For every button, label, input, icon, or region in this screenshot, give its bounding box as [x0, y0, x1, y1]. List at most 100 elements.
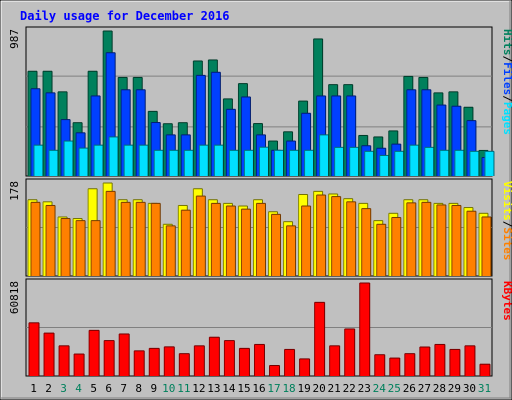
- x-tick-label: 19: [297, 382, 310, 395]
- legend-item: /: [501, 56, 512, 63]
- bar-kbytes-day-31: [479, 363, 491, 376]
- bar-pages-day-22: [349, 146, 360, 176]
- x-tick-label: 30: [463, 382, 476, 395]
- legend-item: Sites: [501, 227, 512, 260]
- bar-pages-day-20: [319, 134, 330, 176]
- x-tick-label: 25: [388, 382, 401, 395]
- bar-pages-day-27: [424, 146, 435, 176]
- x-tick-label: 2: [45, 382, 52, 395]
- x-tick-label: 4: [75, 382, 82, 395]
- legend-item: Pages: [501, 102, 512, 135]
- bar-pages-day-23: [364, 150, 375, 176]
- bar-sites-day-26: [406, 202, 417, 276]
- bar-sites-day-28: [436, 204, 447, 276]
- x-tick-label: 22: [343, 382, 356, 395]
- bar-kbytes-day-24: [374, 354, 386, 376]
- bar-kbytes-day-28: [434, 343, 446, 376]
- x-tick-label: 6: [105, 382, 112, 395]
- x-tick-label: 23: [358, 382, 371, 395]
- bar-pages-day-11: [183, 149, 194, 176]
- bar-pages-day-26: [409, 144, 420, 176]
- legend-item: Visits: [501, 181, 512, 221]
- bar-sites-day-6: [105, 190, 116, 276]
- bar-pages-day-1: [33, 144, 44, 176]
- bar-kbytes-day-2: [43, 332, 55, 376]
- bar-sites-day-16: [255, 202, 266, 276]
- bar-sites-day-10: [165, 225, 176, 276]
- bar-pages-day-24: [379, 154, 390, 176]
- bar-kbytes-day-27: [419, 346, 431, 376]
- bar-kbytes-day-18: [284, 348, 296, 376]
- bar-pages-day-14: [228, 149, 239, 176]
- x-tick-label: 8: [135, 382, 142, 395]
- bar-sites-day-4: [75, 220, 86, 276]
- bar-kbytes-day-3: [58, 345, 70, 376]
- bar-kbytes-day-4: [73, 353, 85, 376]
- legend-item: Hits: [501, 29, 512, 56]
- bar-kbytes-day-16: [253, 343, 265, 376]
- bar-pages-day-31: [484, 150, 495, 176]
- bar-pages-day-9: [153, 149, 164, 176]
- x-tick-label: 20: [313, 382, 326, 395]
- bar-sites-day-20: [316, 194, 327, 276]
- panels: 987Hits/Files/Pages178Visits/Sites60818K…: [8, 26, 512, 377]
- x-tick-label: 16: [252, 382, 265, 395]
- bar-pages-day-8: [138, 144, 149, 176]
- x-tick-label: 5: [90, 382, 97, 395]
- bar-pages-day-25: [394, 150, 405, 176]
- x-tick-label: 13: [207, 382, 220, 395]
- bar-sites-day-22: [346, 201, 357, 276]
- bar-sites-day-15: [240, 208, 251, 276]
- legend-item: Files: [501, 62, 512, 95]
- x-tick-label: 1: [30, 382, 37, 395]
- bar-pages-day-17: [274, 149, 285, 176]
- legend-hits-files-pages: Hits/Files/Pages: [501, 29, 512, 135]
- x-tick-label: 28: [433, 382, 446, 395]
- bar-kbytes-day-29: [449, 348, 461, 376]
- bar-sites-day-18: [286, 225, 297, 276]
- chart-title: Daily usage for December 2016: [20, 9, 230, 23]
- bar-kbytes-day-30: [464, 345, 476, 376]
- bar-pages-day-13: [213, 144, 224, 176]
- bar-sites-day-12: [195, 195, 206, 276]
- legend-item: KBytes: [501, 281, 512, 321]
- y-max-label: 60818: [8, 281, 21, 314]
- bar-kbytes-day-20: [314, 301, 326, 376]
- bar-sites-day-1: [30, 201, 41, 276]
- bar-sites-day-25: [391, 216, 402, 276]
- bar-kbytes-day-13: [208, 336, 220, 376]
- bar-sites-day-11: [180, 209, 191, 276]
- x-tick-label: 3: [60, 382, 67, 395]
- bar-sites-day-2: [45, 204, 56, 276]
- x-tick-label: 14: [222, 382, 236, 395]
- x-tick-label: 26: [403, 382, 416, 395]
- bar-kbytes-day-5: [88, 329, 100, 376]
- x-tick-label: 11: [177, 382, 190, 395]
- bar-kbytes-day-14: [223, 340, 235, 376]
- x-tick-label: 18: [282, 382, 295, 395]
- panel-visits-sites: 178 Visits/Sites: [8, 178, 512, 277]
- bar-sites-day-5: [90, 220, 101, 276]
- bar-pages-day-19: [304, 149, 315, 176]
- bar-sites-day-3: [60, 218, 71, 276]
- bar-pages-day-5: [93, 144, 104, 176]
- bar-kbytes-day-8: [133, 350, 145, 376]
- x-tick-label: 10: [162, 382, 175, 395]
- x-tick-label: 31: [478, 382, 491, 395]
- bar-sites-day-19: [301, 205, 312, 276]
- bar-kbytes-day-23: [359, 282, 371, 376]
- bar-kbytes-day-1: [28, 322, 40, 376]
- bar-kbytes-day-25: [389, 357, 401, 376]
- x-tick-label: 15: [237, 382, 250, 395]
- bar-sites-day-29: [451, 204, 462, 276]
- legend-item: /: [501, 95, 512, 102]
- bar-kbytes-day-17: [269, 365, 281, 376]
- x-tick-label: 17: [267, 382, 280, 395]
- bar-pages-day-18: [289, 149, 300, 176]
- bar-pages-day-28: [439, 149, 450, 176]
- bar-kbytes-day-11: [178, 353, 190, 376]
- bar-sites-day-24: [376, 223, 387, 276]
- bar-pages-day-10: [168, 149, 179, 176]
- bar-sites-day-9: [150, 202, 161, 276]
- bar-pages-day-6: [108, 136, 119, 176]
